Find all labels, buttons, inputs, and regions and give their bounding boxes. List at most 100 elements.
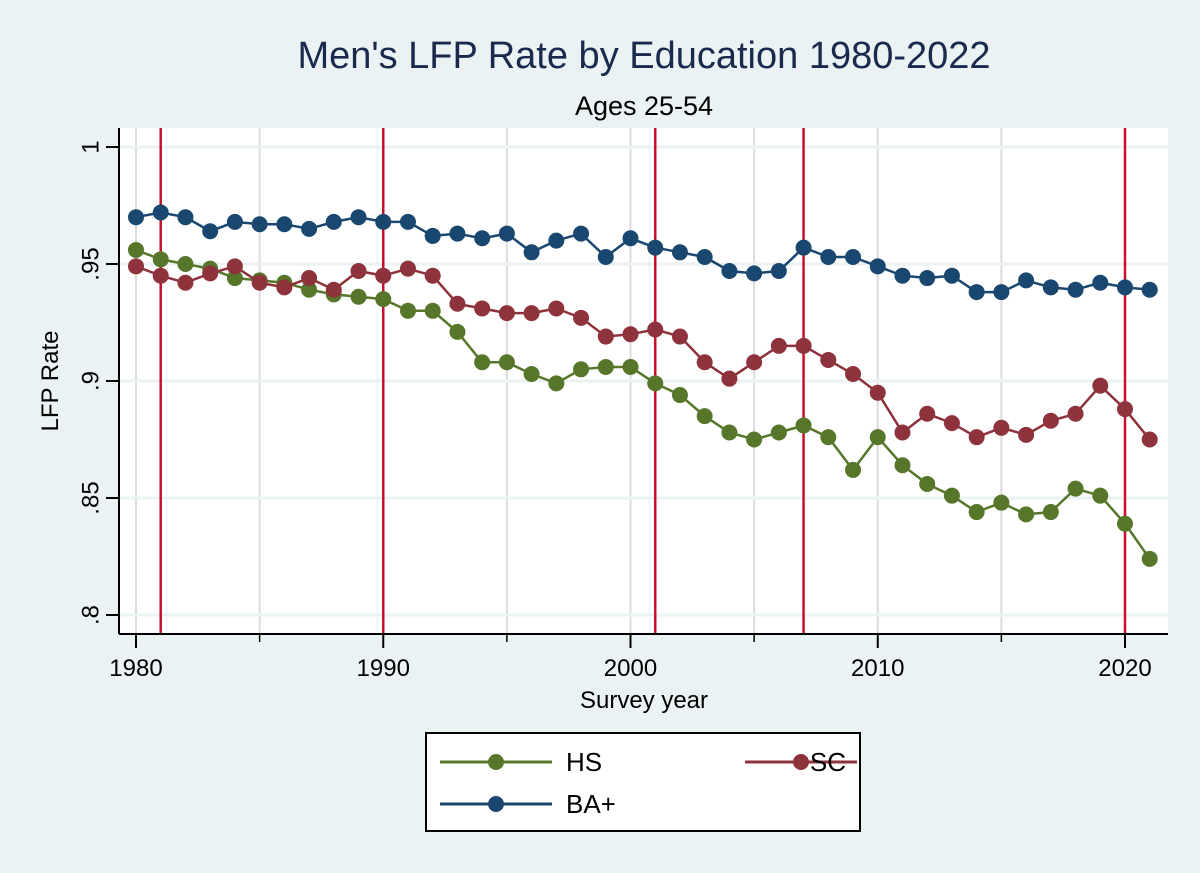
data-point [301, 281, 318, 298]
data-point [1092, 487, 1109, 504]
data-point [177, 274, 194, 291]
data-point [375, 267, 392, 284]
data-point [301, 220, 318, 237]
data-point [573, 309, 590, 326]
legend-marker [488, 754, 504, 770]
data-point [721, 424, 738, 441]
data-point [226, 213, 243, 230]
data-point [548, 375, 565, 392]
legend-label: BA+ [566, 789, 616, 819]
legend-label: SC [810, 747, 846, 777]
data-point [968, 284, 985, 301]
data-point [177, 256, 194, 272]
data-point [795, 239, 812, 256]
series-baplus [128, 204, 1158, 301]
data-point [993, 419, 1010, 436]
data-point [1141, 550, 1158, 567]
data-point [498, 225, 515, 242]
data-point [1067, 405, 1084, 422]
data-point [869, 384, 886, 401]
y-tick-label: .9 [77, 371, 104, 391]
x-tick-label: 1990 [357, 655, 410, 682]
data-point [746, 354, 763, 371]
data-point [622, 326, 639, 343]
data-point [1092, 377, 1109, 394]
data-point [424, 227, 441, 244]
data-point [820, 429, 837, 446]
data-point [696, 354, 713, 371]
legend-box [425, 732, 861, 832]
series-group [128, 204, 1158, 567]
data-point [474, 300, 491, 317]
data-point [474, 354, 491, 371]
legend-marker [793, 754, 809, 770]
data-point [820, 248, 837, 265]
data-point [770, 337, 787, 354]
data-point [746, 431, 763, 448]
data-point [1018, 426, 1035, 443]
series-hs [128, 241, 1158, 567]
data-point [968, 504, 985, 521]
data-point [128, 209, 144, 226]
data-point [276, 216, 293, 233]
data-point [696, 408, 713, 425]
data-point [498, 354, 515, 371]
data-point [1042, 412, 1059, 429]
data-point [671, 387, 688, 404]
series-sc [128, 258, 1158, 448]
data-point [375, 213, 392, 230]
y-axis-label: LFP Rate [37, 331, 64, 432]
data-point [647, 375, 664, 392]
data-point [943, 415, 960, 432]
data-point [251, 216, 268, 233]
y-tick-label: .8 [77, 605, 104, 625]
legend-label: HS [566, 747, 602, 777]
data-point [993, 494, 1010, 511]
data-point [845, 365, 862, 382]
data-point [919, 475, 936, 492]
data-point [993, 284, 1010, 301]
data-point [671, 244, 688, 261]
data-point [721, 263, 738, 280]
x-axis-ticks: 1980 1990 2000 2010 2020 [109, 634, 1152, 682]
data-point [770, 263, 787, 280]
data-point [1018, 506, 1035, 523]
legend-item: SC [745, 747, 857, 777]
data-point [1141, 281, 1158, 298]
data-point [523, 365, 540, 382]
data-point [597, 248, 614, 265]
legend-marker [488, 796, 504, 812]
data-point [474, 230, 491, 247]
data-point [943, 267, 960, 284]
data-point [523, 305, 540, 322]
data-point [968, 429, 985, 446]
data-point [1117, 401, 1133, 418]
legend-item: HS [440, 747, 602, 777]
data-point [399, 302, 416, 319]
data-point [845, 248, 862, 265]
chart-subtitle: Ages 25-54 [575, 91, 713, 121]
data-point [375, 291, 392, 308]
data-point [1092, 274, 1109, 291]
data-point [424, 302, 441, 319]
legend-item: BA+ [440, 789, 616, 819]
data-point [177, 209, 194, 226]
x-tick-label: 1980 [109, 655, 162, 682]
data-point [869, 258, 886, 275]
data-point [573, 225, 590, 242]
data-point [226, 270, 243, 287]
data-point [523, 244, 540, 261]
data-point [128, 241, 144, 258]
data-point [152, 267, 169, 284]
data-point [276, 279, 293, 296]
x-tick-label: 2010 [851, 655, 904, 682]
data-point [597, 358, 614, 375]
data-point [622, 358, 639, 375]
data-point [449, 225, 466, 242]
data-point [128, 258, 144, 275]
data-point [894, 457, 911, 474]
data-point [325, 281, 342, 298]
data-point [845, 461, 862, 478]
data-point [548, 300, 565, 317]
data-point [869, 429, 886, 446]
